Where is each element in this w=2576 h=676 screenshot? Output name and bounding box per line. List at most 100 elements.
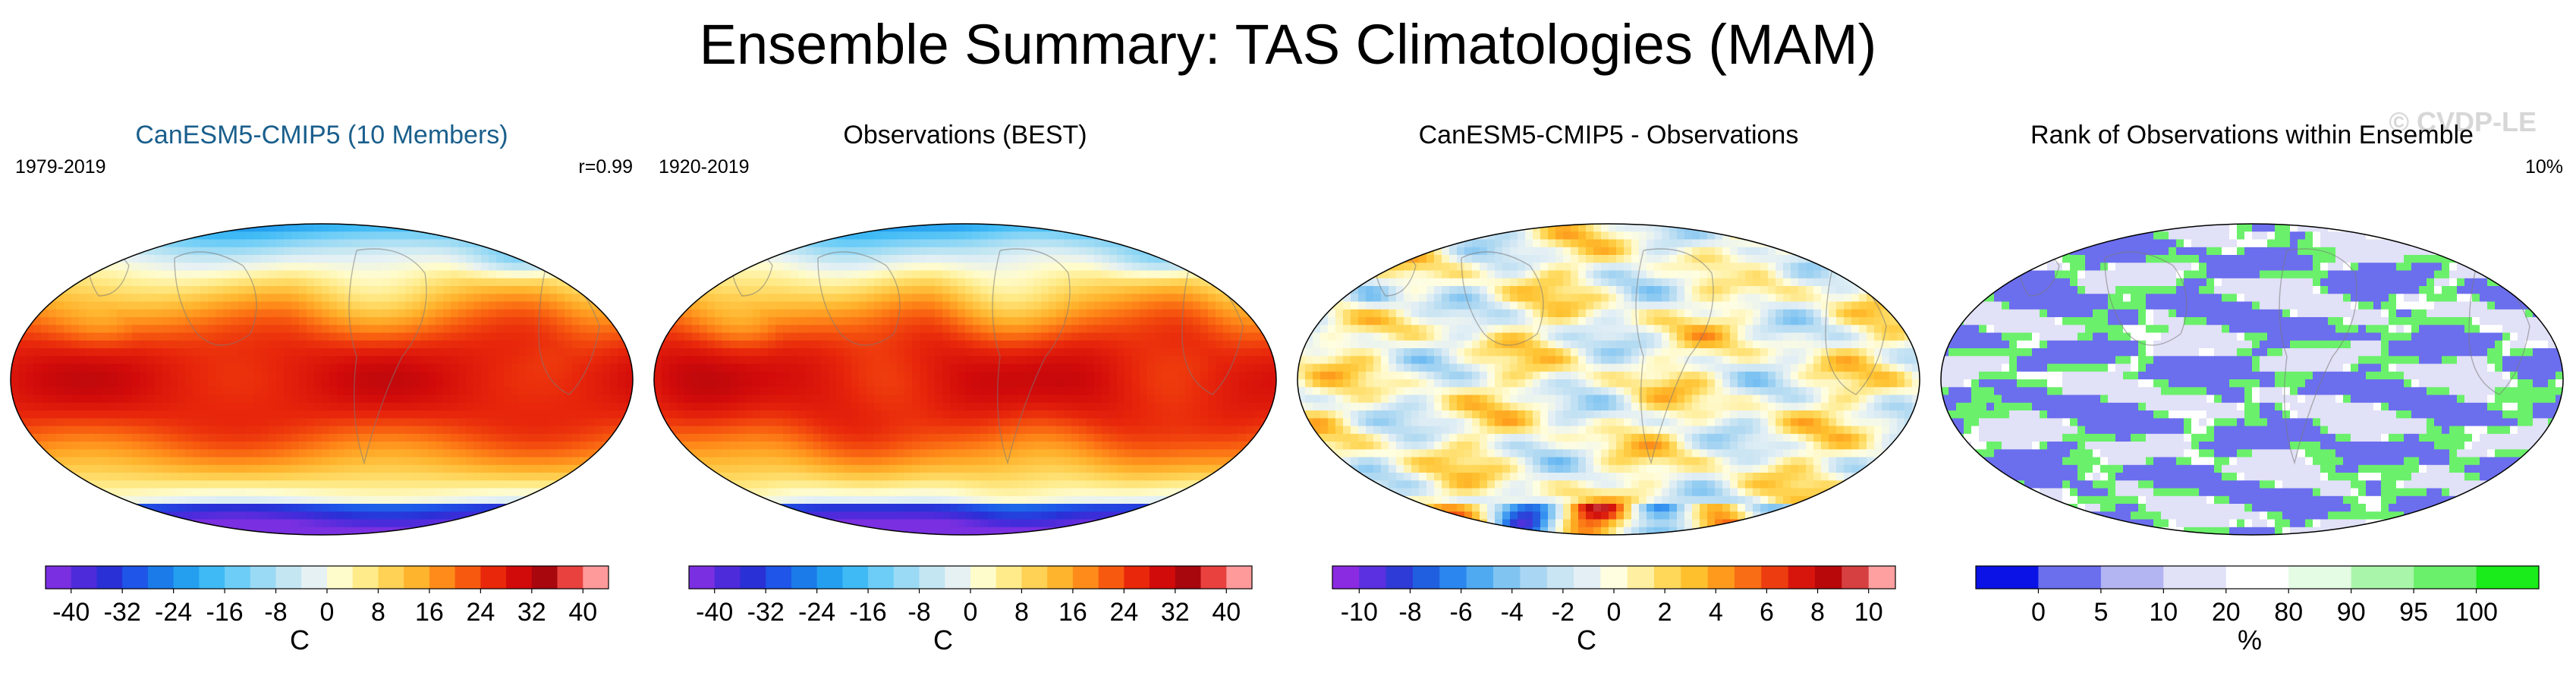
grid-cell	[489, 433, 497, 442]
grid-cell	[185, 387, 193, 396]
grid-cell	[246, 301, 254, 310]
grid-cell	[625, 495, 633, 505]
grid-cell	[436, 511, 444, 520]
grid-cell	[580, 231, 588, 241]
grid-cell	[246, 488, 254, 497]
grid-cell	[768, 442, 776, 450]
grid-cell	[527, 527, 535, 535]
grid-cell	[935, 371, 943, 380]
grid-cell	[276, 286, 285, 294]
grid-cell	[307, 426, 315, 435]
grid-cell	[662, 433, 670, 442]
grid-cell	[587, 340, 596, 349]
grid-cell	[587, 231, 596, 241]
grid-cell	[360, 519, 368, 528]
grid-cell	[580, 363, 588, 373]
grid-cell	[71, 387, 80, 396]
grid-cell	[473, 363, 482, 373]
grid-cell	[79, 410, 87, 419]
grid-cell	[587, 511, 596, 520]
grid-cell	[920, 309, 928, 318]
grid-cell	[496, 325, 505, 334]
grid-cell	[572, 519, 580, 528]
grid-cell	[185, 356, 193, 365]
grid-cell	[669, 480, 678, 489]
grid-cell	[684, 442, 693, 450]
grid-cell	[231, 519, 239, 528]
grid-cell	[337, 442, 345, 450]
grid-cell	[64, 332, 72, 341]
grid-cell	[542, 426, 550, 435]
grid-cell	[132, 395, 140, 404]
grid-cell	[284, 395, 292, 404]
grid-cell	[291, 519, 300, 528]
grid-cell	[466, 231, 474, 241]
grid-cell	[56, 263, 64, 272]
grid-cell	[775, 224, 784, 232]
grid-cell	[109, 363, 118, 373]
grid-cell	[572, 247, 580, 256]
grid-cell	[859, 387, 867, 396]
grid-cell	[352, 402, 360, 411]
grid-cell	[481, 395, 489, 404]
grid-cell	[208, 519, 216, 528]
grid-cell	[64, 442, 72, 450]
grid-cell	[405, 426, 414, 435]
grid-cell	[700, 325, 708, 334]
grid-cell	[836, 395, 845, 404]
grid-cell	[768, 278, 776, 287]
grid-cell	[307, 387, 315, 396]
grid-cell	[745, 410, 753, 419]
grid-cell	[882, 511, 890, 520]
grid-cell	[692, 449, 700, 458]
grid-cell	[398, 488, 406, 497]
grid-cell	[314, 426, 322, 435]
grid-cell	[443, 511, 451, 520]
grid-cell	[572, 340, 580, 349]
grid-cell	[473, 348, 482, 357]
grid-cell	[473, 224, 482, 232]
grid-cell	[618, 504, 626, 512]
grid-cell	[109, 270, 118, 279]
colorbar-swatch	[531, 566, 558, 589]
grid-cell	[783, 371, 791, 380]
grid-cell	[927, 309, 936, 318]
grid-cell	[329, 504, 338, 512]
grid-cell	[473, 527, 482, 535]
grid-cell	[715, 488, 723, 497]
grid-cell	[760, 527, 769, 535]
grid-cell	[534, 418, 543, 427]
grid-cell	[942, 418, 951, 427]
grid-cell	[874, 270, 882, 279]
grid-cell	[140, 371, 148, 380]
grid-cell	[109, 395, 118, 404]
grid-cell	[405, 480, 414, 489]
grid-cell	[920, 348, 928, 357]
grid-cell	[519, 402, 527, 411]
grid-cell	[669, 363, 678, 373]
grid-cell	[783, 426, 791, 435]
grid-cell	[299, 495, 307, 505]
grid-cell	[602, 356, 611, 365]
grid-cell	[677, 519, 685, 528]
colorbar-unit-label: C	[290, 624, 310, 656]
grid-cell	[367, 356, 376, 365]
grid-cell	[117, 239, 125, 248]
grid-cell	[170, 457, 178, 466]
grid-cell	[109, 231, 118, 241]
grid-cell	[753, 286, 761, 294]
grid-cell	[436, 286, 444, 294]
grid-cell	[238, 410, 247, 419]
grid-cell	[71, 294, 80, 303]
grid-cell	[692, 402, 700, 411]
grid-cell	[132, 480, 140, 489]
grid-cell	[935, 527, 943, 535]
grid-cell	[851, 433, 860, 442]
grid-cell	[337, 395, 345, 404]
grid-cell	[851, 371, 860, 380]
grid-cell	[935, 363, 943, 373]
grid-cell	[49, 433, 57, 442]
grid-cell	[64, 294, 72, 303]
grid-cell	[912, 332, 920, 341]
grid-cell	[851, 294, 860, 303]
